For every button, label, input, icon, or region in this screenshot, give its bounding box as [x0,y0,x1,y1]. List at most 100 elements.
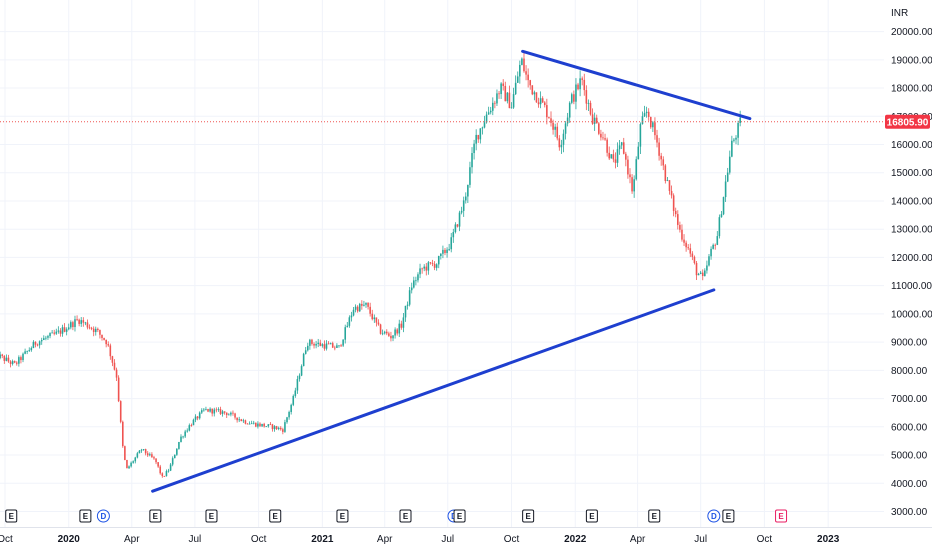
candle-body [631,177,633,192]
candle-body [419,268,421,275]
candle-body [273,426,276,430]
earnings-event-icon[interactable]: E [648,509,661,523]
candle-body [622,142,625,154]
candle-body [701,272,704,276]
earnings-event-icon[interactable]: E [722,509,735,523]
trendline-resistance[interactable] [521,49,752,121]
candle-body [639,124,642,147]
candle-body [34,341,37,345]
earnings-event-icon[interactable]: E [775,509,788,523]
earnings-event-icon[interactable]: E [149,509,162,523]
candle-body [101,334,103,339]
trendline-support[interactable] [151,288,716,493]
candle-body [737,122,739,138]
candle-body [614,159,617,163]
candle-body [250,423,253,425]
currency-label: INR [891,8,908,19]
candle-body [311,339,313,344]
earnings-event-icon[interactable]: E [79,509,92,523]
candle-body [625,153,627,160]
candle-body [304,350,307,354]
candle-body [119,401,122,422]
candle-body [171,458,174,465]
candle-body [361,303,363,306]
candle-body [192,419,195,426]
candle-body [59,330,62,334]
candle-body [381,333,384,335]
event-markers: EEDEEEEEDEEEEDEE [5,509,788,523]
candle-body [346,325,349,328]
candle-body [146,453,149,456]
candle-body [479,128,482,140]
svg-text:E: E [589,512,595,521]
svg-text:E: E [778,512,784,521]
candle-body [385,331,388,334]
candle-body [279,427,282,430]
candle-body [481,127,484,129]
dividend-event-icon[interactable]: D [707,509,721,523]
earnings-event-icon[interactable]: E [585,509,598,523]
candle-body [521,58,523,65]
candle-body [323,344,326,349]
candle-body [261,423,263,427]
candle-body [408,290,411,305]
candle-body [200,410,203,413]
candle-body [128,466,130,469]
candle-body [425,266,428,271]
time-axis-panel[interactable] [0,528,932,550]
candle-body [566,117,569,124]
candle-body [714,244,717,246]
candle-body [319,342,322,346]
svg-text:E: E [726,512,732,521]
candle-body [282,429,284,432]
candle-body [18,357,20,364]
candle-body [47,336,49,338]
candle-body [483,122,486,128]
candle-body [188,425,191,431]
candle-body [606,139,608,153]
candle-body [223,411,226,413]
price-tick-label: 15000.00 [891,168,932,179]
price-axis-panel[interactable] [884,0,932,528]
candle-body [649,116,652,128]
candle-body [652,122,654,128]
candle-body [269,424,272,426]
candle-body [151,454,153,458]
candle-body [679,224,681,230]
candle-body [115,369,118,378]
candle-body [70,322,72,328]
svg-text:E: E [457,512,463,521]
candle-body [230,412,232,415]
candle-body [234,413,236,418]
price-tick-label: 16000.00 [891,140,932,151]
candle-body [674,210,677,215]
earnings-event-icon[interactable]: E [522,509,535,523]
svg-text:E: E [652,512,658,521]
dividend-event-icon[interactable]: D [96,509,110,523]
candle-body [236,417,238,421]
earnings-event-icon[interactable]: E [205,509,218,523]
earnings-event-icon[interactable]: E [453,509,466,523]
candle-body [117,377,120,402]
candle-body [506,92,509,102]
candle-body [460,210,463,213]
time-tick-label: Jul [441,534,454,545]
earnings-event-icon[interactable]: E [269,509,282,523]
candle-body [244,420,247,424]
candle-body [560,144,563,148]
candle-body [477,134,480,140]
candle-body [157,462,159,467]
earnings-event-icon[interactable]: E [336,509,349,523]
candle-body [608,152,611,159]
candle-body [375,317,378,323]
candle-body [111,356,114,363]
candle-body [708,256,710,266]
candle-body [643,113,646,117]
earnings-event-icon[interactable]: E [399,509,412,523]
earnings-event-icon[interactable]: E [5,509,18,523]
svg-text:E: E [525,512,531,521]
candle-body [306,345,309,351]
candle-body [548,117,550,119]
candle-body [413,280,415,288]
